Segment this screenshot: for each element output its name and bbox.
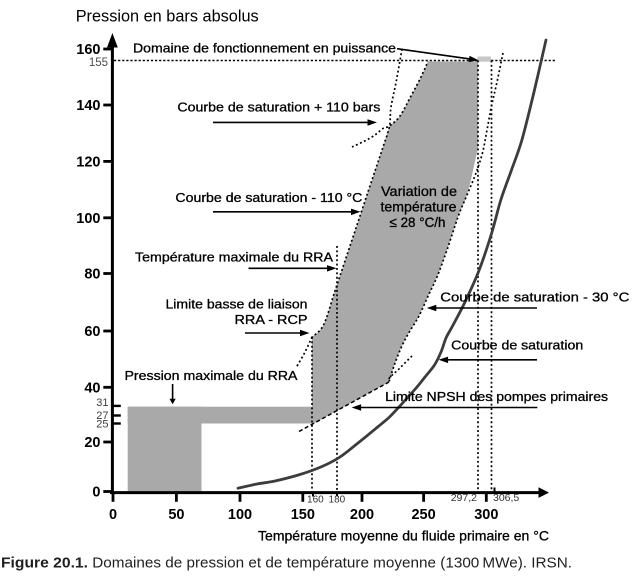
svg-text:Limite NPSH des pompes primair: Limite NPSH des pompes primaires — [385, 389, 609, 404]
svg-text:Pression maximale du RRA: Pression maximale du RRA — [125, 368, 298, 383]
svg-text:20: 20 — [84, 435, 100, 451]
svg-text:27: 27 — [96, 410, 108, 422]
svg-text:120: 120 — [76, 154, 100, 170]
svg-text:RRA - RCP: RRA - RCP — [235, 312, 308, 327]
svg-text:155: 155 — [89, 57, 108, 69]
svg-text:25: 25 — [96, 418, 108, 430]
svg-text:Pression en bars absolus: Pression en bars absolus — [76, 8, 259, 26]
svg-text:300: 300 — [474, 507, 498, 523]
svg-text:0: 0 — [92, 485, 100, 501]
svg-text:Température moyenne du fluide: Température moyenne du fluide primaire e… — [258, 528, 549, 544]
svg-text:Courbe de saturation: Courbe de saturation — [451, 338, 583, 353]
svg-text:Limite basse de liaison: Limite basse de liaison — [166, 297, 308, 312]
svg-text:0: 0 — [109, 507, 117, 523]
svg-text:180: 180 — [329, 494, 346, 505]
svg-text:100: 100 — [76, 211, 100, 227]
svg-text:140: 140 — [76, 98, 100, 114]
svg-text:160: 160 — [307, 494, 324, 505]
svg-text:Courbe de saturation - 30 °C: Courbe de saturation - 30 °C — [440, 289, 629, 304]
svg-text:Variation de: Variation de — [381, 183, 457, 199]
svg-text:250: 250 — [411, 507, 435, 523]
svg-text:150: 150 — [291, 507, 315, 523]
svg-text:306,5: 306,5 — [493, 492, 519, 504]
svg-text:Figure 20.1. Domaines de press: Figure 20.1. Domaines de pression et de … — [1, 555, 572, 572]
svg-text:297,2: 297,2 — [451, 492, 477, 504]
svg-text:40: 40 — [84, 380, 100, 396]
svg-text:température: température — [381, 199, 457, 215]
svg-text:50: 50 — [168, 507, 184, 523]
svg-text:80: 80 — [84, 267, 100, 283]
svg-text:Domaine de fonctionnement en p: Domaine de fonctionnement en puissance — [133, 41, 396, 56]
svg-text:60: 60 — [84, 324, 100, 340]
svg-text:100: 100 — [228, 507, 252, 523]
svg-text:Courbe de saturation + 110 bar: Courbe de saturation + 110 bars — [177, 100, 381, 115]
svg-text:160: 160 — [76, 42, 100, 58]
svg-text:Courbe de saturation - 110 °C: Courbe de saturation - 110 °C — [175, 190, 362, 205]
svg-text:200: 200 — [350, 507, 374, 523]
svg-text:31: 31 — [96, 397, 108, 409]
svg-text:Température maximale du RRA: Température maximale du RRA — [135, 250, 333, 265]
svg-text:≤ 28 °C/h: ≤ 28 °C/h — [390, 214, 446, 230]
